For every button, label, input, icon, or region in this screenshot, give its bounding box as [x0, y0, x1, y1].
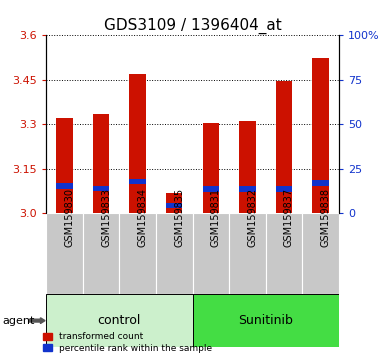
Text: GSM159837: GSM159837 [284, 188, 294, 247]
Legend: transformed count, percentile rank within the sample: transformed count, percentile rank withi… [43, 332, 213, 353]
Bar [46, 294, 192, 347]
Text: GSM159835: GSM159835 [174, 188, 184, 247]
Bar [203, 187, 219, 192]
Bar [312, 58, 329, 213]
Bar [56, 183, 73, 189]
Bar [46, 213, 83, 294]
Bar [302, 213, 339, 294]
Text: GSM159833: GSM159833 [101, 188, 111, 247]
Bar [276, 81, 292, 213]
Text: agent: agent [2, 316, 34, 326]
Bar [276, 187, 292, 192]
Bar [119, 213, 156, 294]
Bar [93, 186, 109, 192]
Bar [239, 187, 256, 192]
Bar [129, 179, 146, 184]
Bar [312, 180, 329, 185]
Text: control: control [98, 314, 141, 327]
Text: GSM159831: GSM159831 [211, 188, 221, 247]
Bar [266, 213, 302, 294]
Bar [166, 193, 182, 213]
Bar [203, 123, 219, 213]
Bar [56, 119, 73, 213]
Bar [129, 74, 146, 213]
Bar [166, 203, 182, 208]
Text: Sunitinib: Sunitinib [238, 314, 293, 327]
Title: GDS3109 / 1396404_at: GDS3109 / 1396404_at [104, 18, 281, 34]
Text: GSM159838: GSM159838 [321, 188, 330, 247]
Bar [93, 114, 109, 213]
Bar [83, 213, 119, 294]
Bar [156, 213, 192, 294]
Bar [192, 294, 339, 347]
Text: GSM159830: GSM159830 [64, 188, 74, 247]
Text: GSM159832: GSM159832 [248, 188, 257, 247]
Bar [192, 213, 229, 294]
Bar [229, 213, 266, 294]
Bar [239, 121, 256, 213]
Text: GSM159834: GSM159834 [138, 188, 147, 247]
